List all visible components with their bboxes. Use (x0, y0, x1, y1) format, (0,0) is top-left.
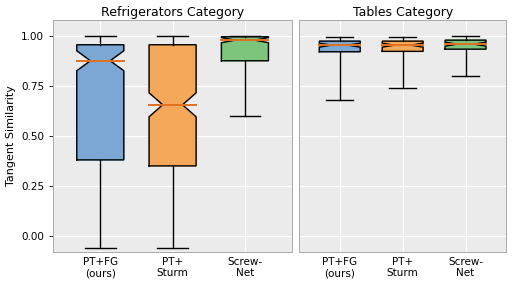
Y-axis label: Tangent Similarity: Tangent Similarity (6, 85, 15, 186)
Title: Tables Category: Tables Category (353, 6, 453, 18)
Title: Refrigerators Category: Refrigerators Category (101, 6, 244, 18)
Polygon shape (149, 45, 196, 166)
Polygon shape (77, 45, 124, 160)
Polygon shape (319, 41, 360, 52)
Polygon shape (221, 37, 268, 61)
Polygon shape (382, 41, 423, 51)
Polygon shape (445, 40, 486, 49)
